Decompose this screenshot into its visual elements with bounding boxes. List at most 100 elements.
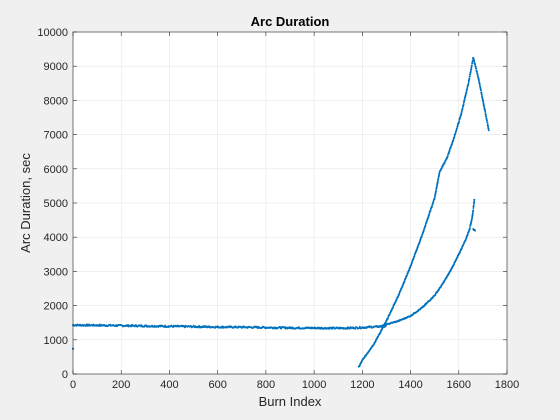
data-point — [463, 100, 466, 103]
data-point — [280, 327, 283, 330]
data-point — [471, 212, 474, 215]
y-tick-label: 4000 — [44, 232, 68, 244]
y-tick-label: 9000 — [44, 61, 68, 73]
data-point — [406, 272, 409, 275]
data-point — [462, 103, 465, 106]
data-point — [416, 245, 419, 248]
data-point — [472, 209, 475, 212]
x-axis: 0 200 400 600 800 1000 1200 1400 1600 1800 — [70, 32, 519, 391]
x-tick-label: 600 — [208, 379, 226, 391]
data-point — [487, 127, 490, 130]
x-tick-label: 400 — [160, 379, 178, 391]
data-point — [471, 214, 474, 217]
data-point — [284, 326, 286, 328]
data-point — [466, 233, 469, 236]
series-0 — [72, 323, 387, 330]
data-point — [453, 263, 456, 265]
data-point — [433, 195, 436, 198]
data-point — [472, 58, 475, 61]
y-tick-label: 3000 — [44, 266, 68, 278]
y-axis-label: Arc Duration, sec — [18, 153, 33, 253]
data-point — [478, 83, 481, 86]
data-point — [465, 90, 468, 93]
data-point — [482, 100, 485, 103]
data-point — [450, 269, 452, 271]
data-point — [424, 224, 427, 227]
data-point — [395, 298, 398, 301]
data-point — [435, 190, 437, 192]
data-point — [472, 204, 475, 207]
data-point — [472, 207, 475, 209]
x-tick-label: 200 — [112, 379, 130, 391]
y-tick-label: 2000 — [44, 301, 68, 313]
data-point — [392, 306, 394, 309]
data-point — [473, 198, 476, 201]
data-point — [377, 335, 380, 338]
data-point — [438, 174, 440, 177]
data-point — [470, 218, 473, 221]
data-point — [429, 209, 432, 212]
data-point — [474, 63, 477, 66]
data-point — [456, 125, 459, 128]
data-point — [486, 119, 488, 122]
data-point — [476, 70, 478, 73]
data-point — [468, 77, 471, 80]
data-point — [476, 73, 479, 76]
x-axis-label: Burn Index — [259, 394, 322, 409]
data-points — [71, 56, 490, 368]
data-point — [473, 60, 476, 63]
data-point — [468, 75, 471, 78]
data-point — [483, 105, 486, 108]
y-tick-label: 0 — [62, 369, 68, 381]
data-point — [437, 177, 440, 180]
data-point — [468, 227, 471, 229]
x-tick-label: 1200 — [350, 379, 374, 391]
data-point — [466, 88, 469, 91]
data-point — [462, 243, 465, 246]
data-point — [466, 86, 469, 89]
data-point — [435, 186, 438, 189]
data-point — [475, 67, 478, 70]
data-point — [467, 82, 470, 85]
data-point — [420, 235, 423, 237]
data-point — [388, 313, 391, 316]
data-point — [470, 66, 473, 69]
data-point — [85, 325, 87, 327]
data-point — [403, 280, 406, 283]
data-point — [486, 121, 489, 124]
data-point — [432, 200, 435, 203]
x-tick-label: 1800 — [495, 379, 519, 391]
data-point — [467, 81, 470, 83]
data-point — [455, 129, 458, 132]
y-tick-label: 7000 — [44, 130, 68, 142]
x-tick-label: 800 — [257, 379, 275, 391]
data-point — [431, 204, 434, 207]
series-2 — [380, 198, 476, 327]
data-point — [470, 68, 473, 71]
data-point — [394, 301, 397, 303]
chart-title: Arc Duration — [251, 14, 330, 29]
data-point — [453, 136, 456, 139]
data-point — [470, 64, 473, 67]
y-tick-label: 8000 — [44, 95, 68, 107]
data-point — [478, 80, 480, 83]
data-point — [484, 111, 487, 114]
data-point — [422, 229, 425, 232]
data-point — [485, 116, 488, 119]
data-point — [474, 229, 476, 232]
data-point — [465, 91, 468, 94]
data-point — [480, 93, 483, 96]
series-3 — [472, 228, 476, 232]
data-point — [413, 255, 416, 258]
y-tick-label: 5000 — [44, 198, 68, 210]
data-point — [446, 155, 449, 158]
data-point — [442, 281, 445, 284]
y-tick-label: 6000 — [44, 164, 68, 176]
x-tick-label: 0 — [70, 379, 76, 391]
data-point — [484, 113, 487, 116]
x-tick-label: 1400 — [398, 379, 422, 391]
data-point — [463, 98, 466, 101]
data-point — [127, 323, 129, 326]
series-1 — [357, 56, 490, 368]
